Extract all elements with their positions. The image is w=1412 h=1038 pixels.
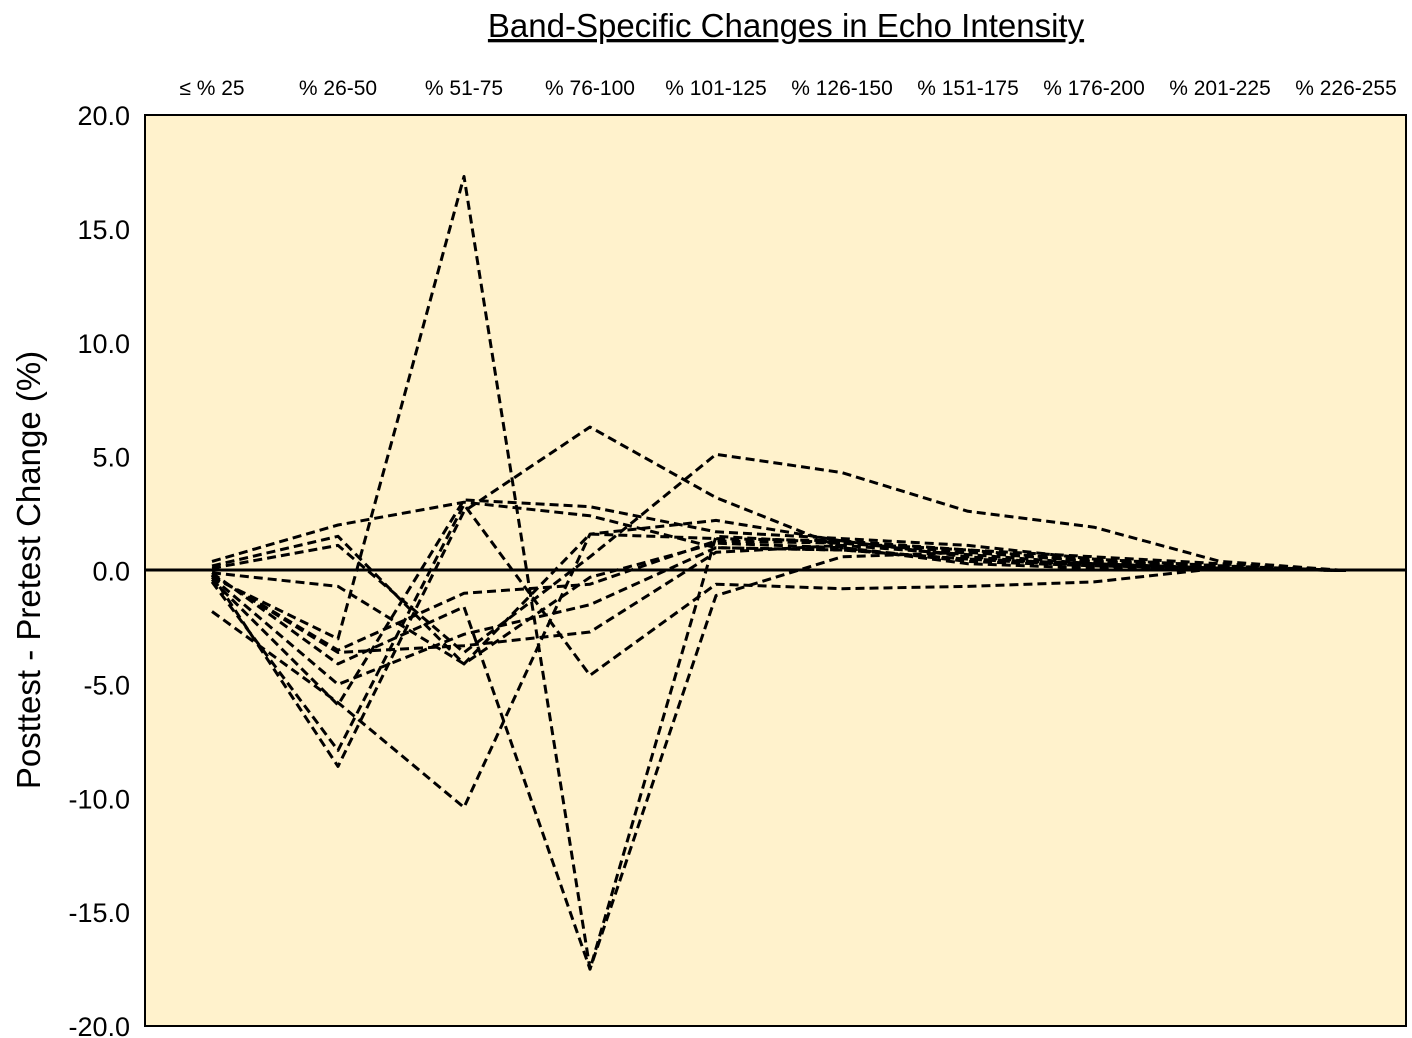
category-label: % 201-225 — [1169, 77, 1271, 100]
y-tick-label: 5.0 — [92, 443, 130, 473]
y-tick-label: -10.0 — [68, 784, 130, 814]
y-tick-label: -15.0 — [68, 898, 130, 928]
category-labels: ≤ % 25 % 26-50 % 51-75 % 76-100 % 101-125 % 1… — [179, 77, 1396, 100]
y-tick-label: 0.0 — [92, 557, 130, 587]
category-label: % 51-75 — [425, 77, 503, 100]
category-label: % 76-100 — [545, 77, 635, 100]
category-label: ≤ % 25 — [179, 77, 244, 100]
category-label: % 226-255 — [1295, 77, 1397, 100]
y-tick-label: -20.0 — [68, 1012, 130, 1038]
category-label: % 26-50 — [299, 77, 377, 100]
category-label: % 151-175 — [917, 77, 1019, 100]
category-label: % 101-125 — [665, 77, 767, 100]
y-tick-label: 15.0 — [77, 215, 130, 245]
y-tick-label: 20.0 — [77, 101, 130, 131]
chart-title: Band-Specific Changes in Echo Intensity — [488, 7, 1085, 44]
y-tick-label: -5.0 — [83, 670, 130, 700]
y-tick-label: 10.0 — [77, 329, 130, 359]
y-axis-tick-labels: 20.0 15.0 10.0 5.0 0.0 -5.0 -10.0 -15.0 -20.0 — [68, 101, 130, 1038]
y-axis-title: Posttest - Pretest Change (%) — [10, 351, 47, 789]
category-label: % 176-200 — [1043, 77, 1145, 100]
category-label: % 126-150 — [791, 77, 893, 100]
